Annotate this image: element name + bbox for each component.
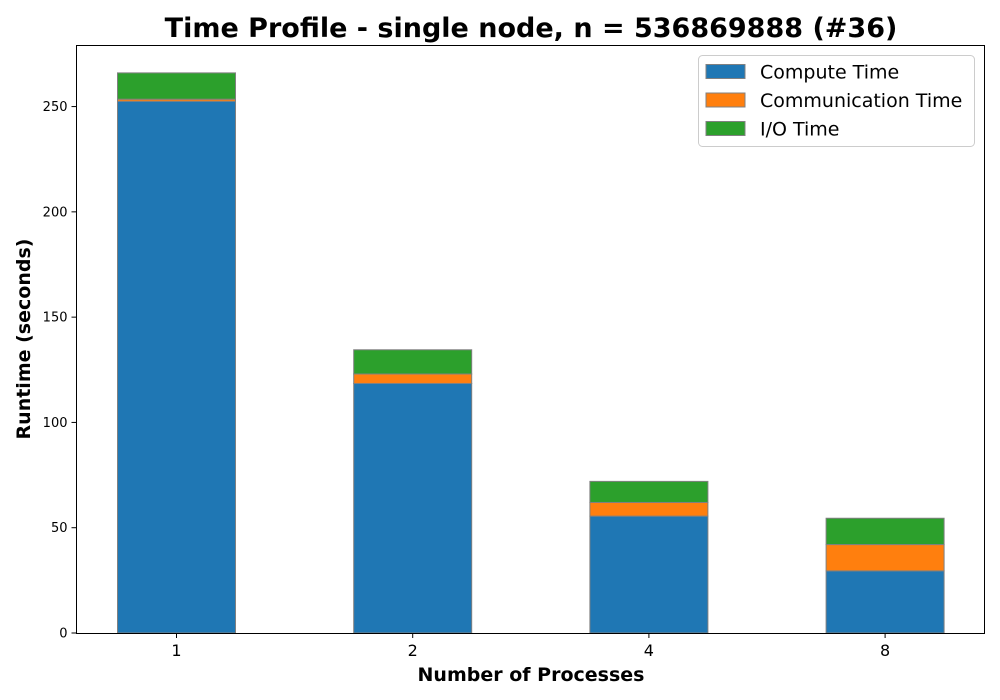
y-tick-label: 150 bbox=[43, 311, 68, 326]
bar-communication-time-8 bbox=[825, 544, 945, 572]
plot-area bbox=[76, 45, 985, 634]
y-axis: 0 50 100 150 200 250 bbox=[43, 100, 77, 642]
x-tick-label: 2 bbox=[408, 641, 418, 660]
bar-i-o-time-4 bbox=[589, 480, 709, 503]
x-axis: 1 2 4 8 bbox=[171, 633, 890, 660]
y-tick-label: 0 bbox=[59, 627, 67, 642]
legend-label-communication-time: Communication Time bbox=[760, 90, 962, 112]
x-axis-label: Number of Processes bbox=[418, 664, 645, 686]
bar-i-o-time-2 bbox=[353, 349, 473, 375]
chart-title: Time Profile - single node, n = 53686988… bbox=[165, 13, 898, 44]
legend-frame bbox=[698, 55, 975, 147]
bar-compute-time-1 bbox=[117, 100, 236, 634]
legend-swatch-communication-time bbox=[705, 92, 746, 108]
bar-i-o-time-1 bbox=[117, 72, 236, 100]
plot-frame bbox=[76, 45, 985, 634]
bar-communication-time-4 bbox=[589, 501, 709, 517]
x-tick-label: 1 bbox=[171, 641, 181, 660]
legend: Compute Time Communication Time I/O Time bbox=[698, 55, 975, 147]
legend-swatch-i-o-time bbox=[705, 121, 746, 136]
bars bbox=[117, 72, 945, 634]
y-tick-label: 250 bbox=[43, 100, 68, 115]
x-tick-label: 8 bbox=[880, 641, 890, 660]
y-tick-label: 100 bbox=[43, 416, 68, 431]
legend-label-i-o-time: I/O Time bbox=[760, 119, 840, 141]
bar-compute-time-2 bbox=[353, 382, 473, 634]
legend-label-compute-time: Compute Time bbox=[760, 62, 899, 84]
bar-i-o-time-8 bbox=[825, 517, 945, 546]
bar-compute-time-8 bbox=[825, 570, 945, 634]
y-tick-label: 50 bbox=[51, 521, 68, 536]
x-tick-label: 4 bbox=[644, 641, 654, 660]
bar-communication-time-2 bbox=[353, 373, 473, 384]
y-axis-label: Runtime (seconds) bbox=[13, 239, 35, 440]
y-tick-label: 200 bbox=[43, 205, 68, 220]
bar-compute-time-4 bbox=[589, 515, 709, 634]
legend-swatch-compute-time bbox=[705, 64, 746, 79]
